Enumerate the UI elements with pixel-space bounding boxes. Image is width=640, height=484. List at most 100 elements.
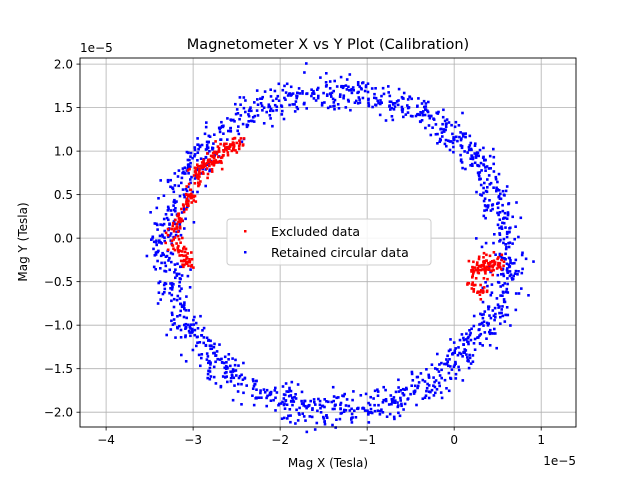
retained-data-point [172, 220, 176, 223]
y-tick-label: −1.5 [44, 362, 73, 376]
retained-data-point [483, 197, 487, 200]
retained-data-point [173, 263, 177, 266]
retained-data-point [170, 260, 173, 264]
retained-data-point [482, 214, 486, 218]
retained-data-point [481, 316, 485, 320]
retained-data-point [369, 395, 372, 399]
retained-data-point [391, 102, 395, 105]
retained-data-point [403, 402, 407, 406]
retained-data-point [260, 396, 263, 399]
retained-data-point [367, 413, 370, 416]
retained-data-point [207, 338, 211, 342]
retained-data-point [416, 386, 419, 390]
retained-data-point [454, 347, 457, 350]
retained-data-point [180, 176, 184, 180]
retained-data-point [331, 385, 335, 389]
retained-data-point [200, 353, 204, 356]
retained-data-point [163, 229, 166, 233]
retained-data-point [325, 84, 328, 87]
retained-data-point [427, 124, 431, 127]
excluded-data-point [182, 247, 185, 250]
retained-data-point [174, 336, 177, 339]
retained-data-point [440, 396, 444, 400]
retained-data-point [329, 105, 332, 108]
retained-data-point [281, 400, 284, 404]
excluded-data-point [195, 176, 199, 179]
excluded-data-point [471, 274, 474, 278]
retained-data-point [157, 291, 161, 294]
excluded-data-point [172, 247, 175, 250]
excluded-data-point [181, 219, 184, 222]
retained-data-point [160, 261, 163, 265]
excluded-data-point [216, 150, 219, 154]
retained-data-point [152, 240, 156, 244]
retained-data-point [248, 108, 251, 111]
retained-data-point [172, 204, 175, 207]
retained-data-point [505, 306, 509, 309]
retained-data-point [384, 399, 388, 403]
excluded-data-point [183, 250, 187, 254]
retained-data-point [457, 346, 460, 349]
retained-data-point [507, 241, 510, 245]
retained-data-point [284, 382, 288, 385]
retained-data-point [400, 402, 403, 406]
retained-data-point [498, 311, 501, 315]
retained-data-point [151, 237, 154, 240]
retained-data-point [163, 236, 166, 239]
excluded-data-point [183, 263, 186, 267]
retained-data-point [288, 388, 291, 392]
retained-data-point [459, 158, 463, 161]
retained-data-point [173, 184, 177, 187]
retained-data-point [366, 90, 370, 94]
retained-data-point [281, 88, 285, 92]
legend-label-retained: Retained circular data [271, 245, 409, 260]
retained-data-point [333, 107, 336, 111]
retained-data-point [179, 233, 183, 237]
retained-data-point [208, 366, 212, 370]
retained-data-point [193, 315, 196, 319]
retained-data-point [356, 102, 360, 105]
retained-data-point [473, 152, 476, 155]
retained-data-point [420, 119, 424, 122]
excluded-data-point [230, 143, 234, 147]
retained-data-point [320, 101, 324, 105]
retained-data-point [348, 89, 351, 92]
retained-data-point [202, 336, 206, 339]
excluded-data-point [202, 160, 205, 164]
retained-data-point [448, 140, 452, 143]
excluded-data-point [198, 164, 201, 168]
retained-data-point [161, 251, 164, 255]
retained-data-point [311, 92, 314, 95]
retained-data-point [323, 405, 326, 409]
retained-data-point [453, 351, 456, 354]
excluded-data-point [206, 152, 209, 155]
retained-data-point [319, 406, 322, 410]
retained-data-point [253, 101, 256, 104]
excluded-data-point [190, 201, 193, 204]
retained-data-point [488, 199, 491, 202]
retained-data-point [492, 162, 495, 166]
retained-data-point [448, 148, 452, 152]
excluded-data-point [178, 218, 181, 222]
excluded-data-point [204, 164, 207, 168]
retained-data-point [280, 417, 284, 420]
retained-data-point [182, 206, 186, 210]
retained-data-point [468, 333, 472, 337]
retained-data-point [427, 390, 431, 393]
retained-data-point [325, 414, 328, 418]
retained-data-point [161, 292, 165, 296]
retained-data-point [331, 423, 334, 427]
retained-data-point [342, 85, 345, 88]
retained-data-point [209, 363, 212, 366]
retained-data-point [515, 201, 518, 204]
excluded-data-point [177, 244, 180, 248]
retained-data-point [420, 102, 424, 105]
retained-data-point [197, 353, 201, 357]
retained-data-point [162, 194, 166, 197]
x-tick-label: −4 [97, 433, 115, 447]
retained-data-point [446, 360, 449, 364]
excluded-data-point [491, 266, 494, 269]
retained-data-point [443, 142, 447, 146]
retained-data-point [356, 81, 360, 84]
retained-data-point [303, 101, 306, 105]
